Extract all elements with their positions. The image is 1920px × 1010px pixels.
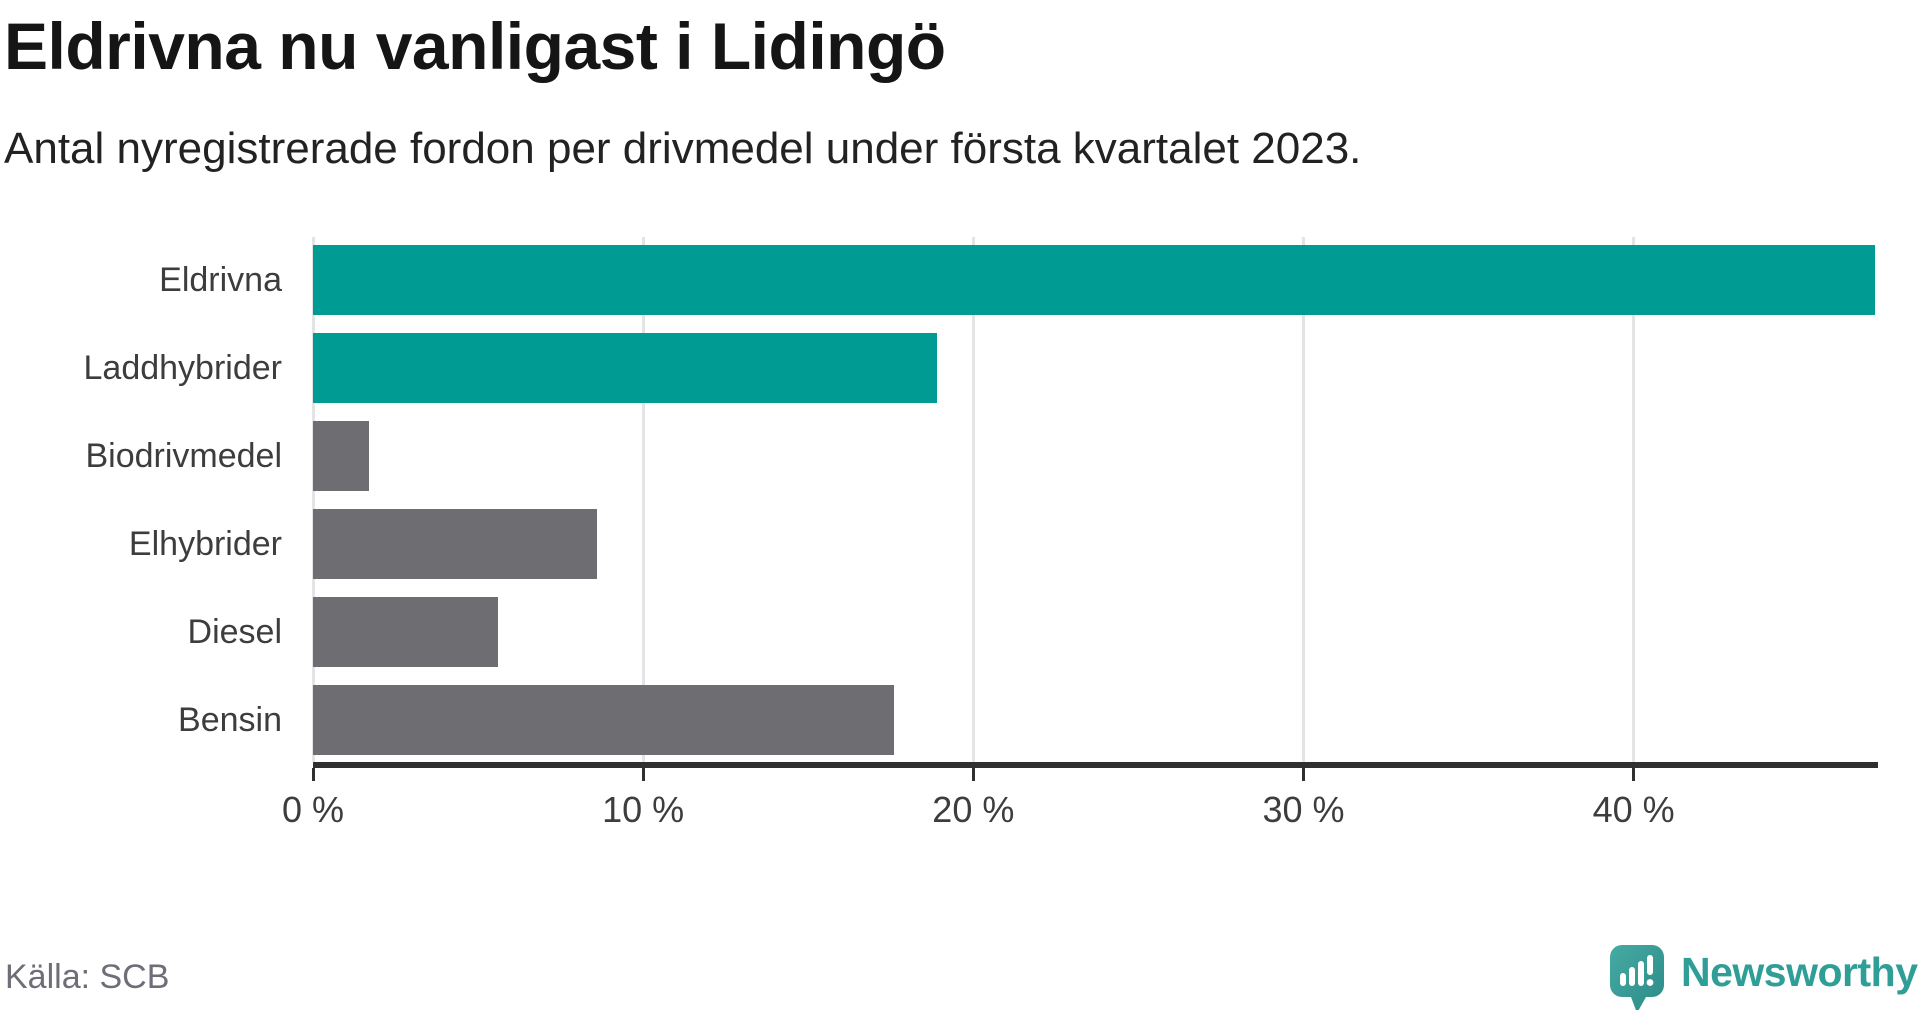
chart-subtitle: Antal nyregistrerade fordon per drivmede… <box>4 124 1362 173</box>
bar-diesel <box>313 597 498 667</box>
axis-tick <box>1632 768 1636 781</box>
chart-row: Laddhybrider <box>0 333 1920 403</box>
category-label: Bensin <box>178 701 282 739</box>
source-credit: Källa: SCB <box>5 958 170 996</box>
gridline <box>971 237 975 762</box>
axis-tick <box>971 768 975 781</box>
chart-row: Bensin <box>0 685 1920 755</box>
axis-tick-label: 40 % <box>1592 789 1675 830</box>
newsworthy-logo-icon <box>1610 945 1664 1010</box>
bar-biodrivmedel <box>313 421 370 491</box>
axis-tick-label: 20 % <box>932 789 1015 830</box>
axis-tick <box>1302 768 1305 781</box>
bar-elhybrider <box>313 509 597 579</box>
category-label: Diesel <box>187 613 282 651</box>
bar-eldrivna <box>313 245 1875 315</box>
axis-tick-label: 10 % <box>602 789 685 830</box>
category-label: Laddhybrider <box>83 349 282 387</box>
gridline <box>311 237 315 762</box>
bar-chart: Eldrivna Laddhybrider Biodrivmedel Elhybrid… <box>0 237 1920 830</box>
category-label: Biodrivmedel <box>85 437 282 475</box>
gridline <box>1632 237 1636 762</box>
chart-row: Diesel <box>0 597 1920 667</box>
gridline <box>641 237 645 762</box>
axis-tick-label: 0 % <box>281 789 345 830</box>
chart-title: Eldrivna nu vanligast i Lidingö <box>4 9 946 83</box>
axis-tick <box>311 768 315 781</box>
chart-row: Eldrivna <box>0 245 1920 315</box>
category-label: Elhybrider <box>128 525 282 563</box>
brand-wordmark: Newsworthy <box>1681 949 1918 995</box>
chart-row: Elhybrider <box>0 509 1920 579</box>
gridline <box>1302 237 1305 762</box>
axis-tick <box>641 768 645 781</box>
bar-bensin <box>313 685 895 755</box>
axis-tick-label: 30 % <box>1262 789 1345 830</box>
chart-row: Biodrivmedel <box>0 421 1920 491</box>
x-axis-line <box>313 762 1878 768</box>
bar-laddhybrider <box>313 333 938 403</box>
category-label: Eldrivna <box>159 261 282 299</box>
